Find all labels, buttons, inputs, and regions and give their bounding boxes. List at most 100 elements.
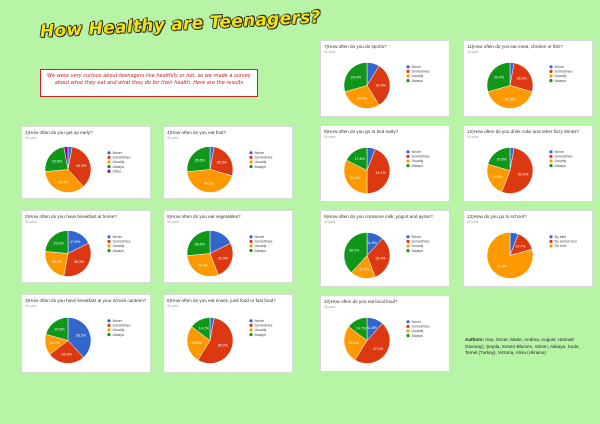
pie-slice-label: 79.4%	[497, 265, 508, 269]
chart-title: 7)How often do you do sports?	[324, 44, 387, 49]
pie-slice-label: 44.1%	[375, 171, 386, 175]
chart-subtitle: 34 yanıt	[167, 136, 179, 140]
legend-swatch	[249, 244, 253, 248]
pie-slice-label: 14.7%	[49, 341, 60, 345]
legend-swatch	[249, 160, 253, 164]
chart-subtitle: 34 yanıt	[25, 304, 37, 308]
legend-swatch	[549, 159, 553, 163]
pie-slice-always	[486, 62, 511, 93]
legend-swatch	[549, 239, 553, 243]
legend-entry: Sometimes	[412, 325, 430, 329]
pie-slice-label: 35.3%	[58, 181, 69, 185]
legend-entry: By school bus	[555, 240, 578, 244]
legend-swatch	[249, 239, 253, 243]
pie-slice-label: 32.4%	[350, 176, 361, 180]
legend-entry: Always	[255, 165, 267, 169]
chart-title: 2)How often do you have breakfast at hom…	[25, 214, 117, 219]
legend-entry: Usually	[113, 160, 125, 164]
pie-slice-on-foot	[486, 232, 534, 279]
pie-chart: 11.8% 32.4% 17.6% 38.2% NeverSometimesUsuall…	[343, 232, 430, 279]
pie-slice-label: 17.6%	[70, 240, 81, 244]
legend-entry: Always	[555, 164, 567, 168]
pie-slice-always	[348, 317, 368, 342]
legend-swatch	[549, 235, 553, 239]
legend-entry: Usually	[412, 244, 424, 248]
legend-entry: Always	[255, 333, 267, 337]
legend-swatch	[249, 165, 253, 169]
pie-slice-sometimes	[209, 146, 234, 177]
pie-slice-sometimes	[501, 147, 534, 194]
legend-entry: Never	[113, 151, 123, 155]
legend-swatch	[406, 74, 410, 78]
legend-entry: Usually	[412, 159, 424, 163]
legend-swatch	[249, 151, 253, 155]
legend-swatch	[406, 159, 410, 163]
chart-title: 3)How often do you have breakfast at you…	[25, 298, 147, 303]
legend-entry: Never	[412, 320, 422, 324]
chart-card-bed-early: 8)How often do you go to bed early? 34 ya…	[320, 125, 450, 202]
pie-slice-sometimes	[209, 242, 234, 276]
pie-slice-usually	[487, 85, 533, 109]
pie-slice-label: 11.8%	[367, 326, 378, 330]
legend-entry: On foot	[555, 244, 567, 248]
legend-swatch	[107, 169, 111, 173]
pie-chart: 38.2% 26.5% 14.7% 20.6% NeverSometimesUsuall…	[44, 317, 131, 364]
legend-entry: Usually	[113, 244, 125, 248]
legend-entry: Never	[555, 65, 565, 69]
pie-chart: 52.9% 23.5% 20.6% NeverSometimesUsuallyAlwa…	[486, 147, 573, 194]
pie-chart: 44.1% 32.4% 17.6% NeverSometimesUsuallyAlwa…	[343, 147, 430, 194]
pie-slice-always	[343, 232, 368, 273]
pie-slice-label: 38.2%	[76, 334, 87, 338]
legend-swatch	[107, 323, 111, 327]
chart-card-sports: 7)How often do you do sports? 34 yanıt 32.…	[320, 40, 450, 117]
legend-swatch	[107, 328, 111, 332]
legend-swatch	[406, 320, 410, 324]
pie-slice-usually	[186, 253, 219, 277]
pie-slice-always	[44, 146, 69, 172]
legend-entry: Usually	[113, 328, 125, 332]
chart-title: 8)How often do you go to bed early?	[324, 129, 399, 134]
chart-subtitle: 34 yanıt	[467, 50, 479, 54]
legend-entry: Never	[113, 235, 123, 239]
pie-slice-sometimes	[509, 62, 534, 93]
legend-swatch	[107, 244, 111, 248]
legend-swatch	[406, 65, 410, 69]
legend-swatch	[549, 164, 553, 168]
legend-entry: Never	[255, 151, 265, 155]
pie-slice-label: 44.1%	[204, 181, 215, 185]
pie-slice-always	[487, 147, 511, 171]
legend-entry: Usually	[255, 244, 267, 248]
legend-entry: Sometimes	[555, 155, 573, 159]
legend-entry: Usually	[555, 74, 567, 78]
legend-entry: Always	[412, 249, 424, 253]
pie-slice-label: 26.5%	[348, 341, 359, 345]
legend-entry: Always	[113, 165, 125, 169]
pie-chart: 26.5% 41.2% 29.4% NeverSometimesUsuallyAlwa…	[486, 62, 573, 109]
legend-entry: Sometimes	[255, 240, 273, 244]
pie-slice-label: 17.6%	[355, 157, 366, 161]
pie-slice-label: 29.4%	[351, 75, 362, 79]
chart-subtitle: 34 yanıt	[167, 220, 179, 224]
chart-card-eat-fruit: 4)How often do you eat fruit? 34 yanıt 26.…	[163, 126, 293, 199]
legend-swatch	[249, 328, 253, 332]
pie-slice-label: 17.6%	[359, 267, 370, 271]
legend-swatch	[406, 69, 410, 73]
authors-block: Authors: Asa, Oscar, Marie, Andrea, Augu…	[465, 337, 587, 357]
legend-swatch	[406, 329, 410, 333]
legend-swatch	[249, 323, 253, 327]
pie-slice-usually	[44, 251, 69, 277]
pie-slice-always	[343, 62, 368, 93]
legend-swatch	[249, 235, 253, 239]
legend-swatch	[406, 150, 410, 154]
pie-chart: 35.3% 35.3% 23.5% NeverSometimesUsuallyAlwa…	[44, 146, 131, 193]
pie-slice-label: 23.5%	[52, 159, 63, 163]
pie-chart: 17.6% 35.3% 23.5% 23.5% NeverSometimesUsuall…	[44, 230, 131, 277]
legend-entry: Always	[555, 79, 567, 83]
pie-slice-always	[44, 230, 69, 254]
legend-entry: Sometimes	[255, 324, 273, 328]
pie-slice-sometimes	[63, 242, 92, 277]
pie-slice-sometimes	[366, 238, 391, 278]
intro-text: We were very curious about teenagers liv…	[40, 69, 258, 97]
pie-slice-usually	[186, 326, 211, 361]
